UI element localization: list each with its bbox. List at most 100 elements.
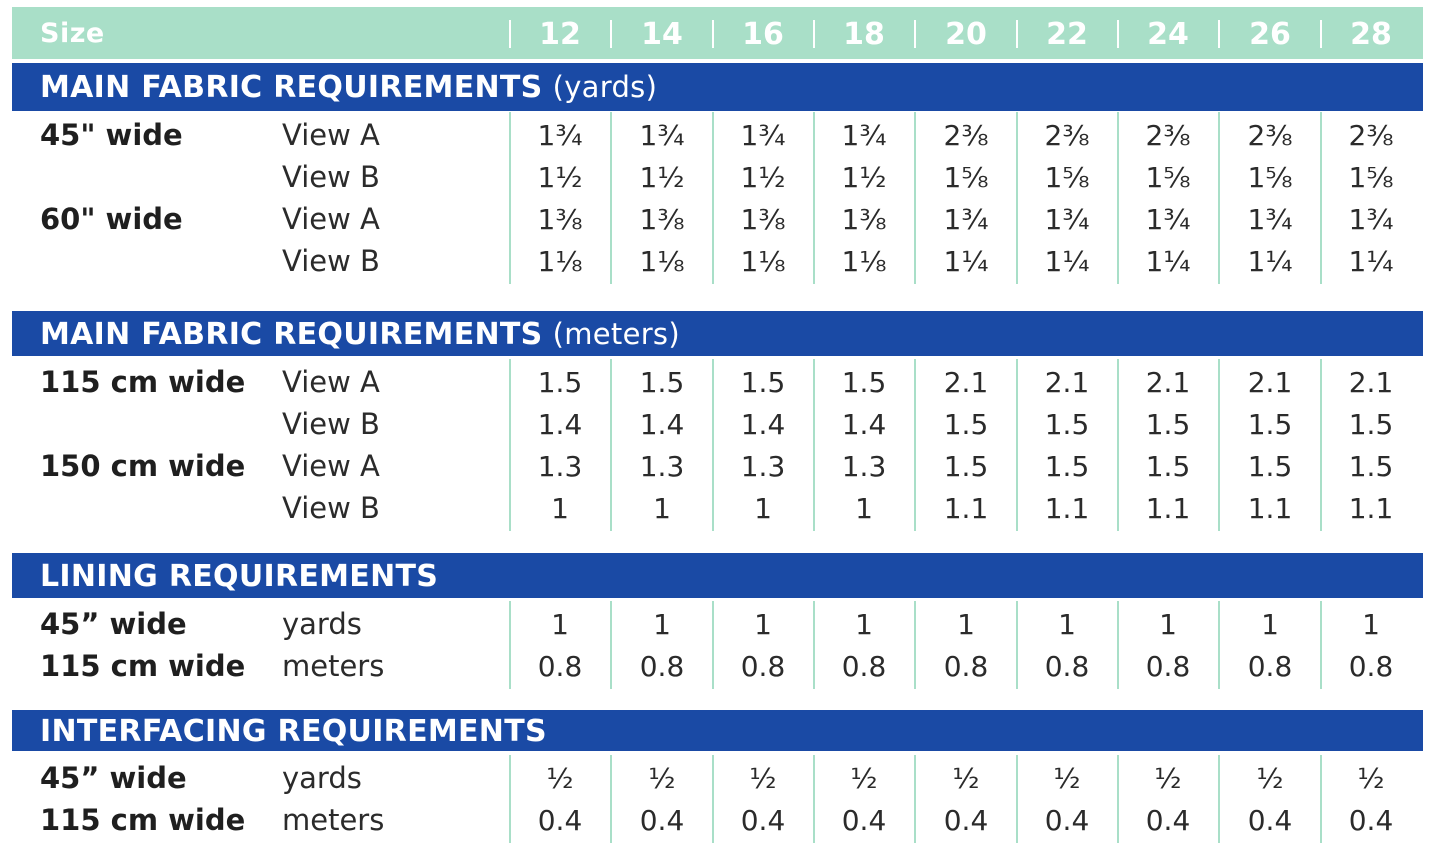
size-separator [914, 20, 916, 48]
size-column-12: 12 [539, 17, 581, 52]
row-view-label: View A [282, 202, 380, 236]
section-title: INTERFACING REQUIREMENTS [40, 714, 547, 749]
value-cell: 1.5 [1044, 450, 1090, 483]
value-cell: 1¾ [740, 119, 786, 152]
value-cell: 1.4 [537, 408, 583, 441]
column-divider [914, 601, 916, 689]
value-cell: 1.3 [841, 450, 887, 483]
value-cell: 1.1 [1145, 492, 1191, 525]
value-cell: 1¾ [1247, 203, 1293, 236]
value-cell: 1 [754, 608, 772, 641]
size-header-bar: Size 12 14 16 18 20 22 24 26 28 [12, 7, 1423, 59]
size-column-18: 18 [843, 17, 885, 52]
value-cell: 2.1 [1348, 366, 1394, 399]
value-cell: 1.5 [1145, 450, 1191, 483]
value-cell: 1½ [537, 161, 583, 194]
value-cell: 1⅝ [1247, 161, 1293, 194]
value-cell: 1.5 [537, 366, 583, 399]
value-cell: 0.4 [1348, 804, 1394, 837]
value-cell: 0.4 [537, 804, 583, 837]
value-cell: ½ [749, 762, 777, 795]
value-cell: ½ [546, 762, 574, 795]
size-column-26: 26 [1249, 17, 1291, 52]
section-header: MAIN FABRIC REQUIREMENTS (yards) [12, 63, 1423, 111]
value-cell: 1 [855, 492, 873, 525]
value-cell: 1¼ [1247, 245, 1293, 278]
value-cell: ½ [648, 762, 676, 795]
row-width-label: 45” wide [40, 761, 187, 795]
column-divider [1117, 359, 1119, 531]
value-cell: 2⅜ [1044, 119, 1090, 152]
value-cell: 0.4 [740, 804, 786, 837]
value-cell: 1.3 [537, 450, 583, 483]
value-cell: 1⅛ [841, 245, 887, 278]
value-cell: 1.3 [740, 450, 786, 483]
column-divider [509, 755, 511, 843]
value-cell: 1⅝ [1145, 161, 1191, 194]
value-cell: 0.4 [841, 804, 887, 837]
value-cell: 1¾ [1044, 203, 1090, 236]
value-cell: ½ [1256, 762, 1284, 795]
value-cell: 1¾ [1348, 203, 1394, 236]
value-cell: 1¾ [639, 119, 685, 152]
value-cell: 1⅛ [740, 245, 786, 278]
row-view-label: View A [282, 365, 380, 399]
column-divider [813, 601, 815, 689]
value-cell: 1.5 [1247, 450, 1293, 483]
value-cell: 1½ [740, 161, 786, 194]
column-divider [914, 755, 916, 843]
column-divider [813, 755, 815, 843]
row-view-label: View B [282, 244, 380, 278]
size-separator [1218, 20, 1220, 48]
value-cell: ½ [952, 762, 980, 795]
value-cell: 0.4 [639, 804, 685, 837]
value-cell: 1½ [639, 161, 685, 194]
row-width-label: 115 cm wide [40, 649, 246, 683]
size-separator [1320, 20, 1322, 48]
value-cell: 1.5 [841, 366, 887, 399]
value-cell: 1½ [841, 161, 887, 194]
row-width-label: 115 cm wide [40, 365, 246, 399]
row-width-label: 45" wide [40, 118, 183, 152]
value-cell: 1 [1159, 608, 1177, 641]
column-divider [1117, 112, 1119, 284]
value-cell: ½ [1357, 762, 1385, 795]
size-column-22: 22 [1046, 17, 1088, 52]
value-cell: 1.4 [841, 408, 887, 441]
section-header: LINING REQUIREMENTS [12, 553, 1423, 598]
column-divider [610, 112, 612, 284]
value-cell: 1 [551, 608, 569, 641]
value-cell: 1¾ [537, 119, 583, 152]
column-divider [509, 112, 511, 284]
value-cell: 1.5 [1348, 450, 1394, 483]
value-cell: 1.5 [639, 366, 685, 399]
size-column-24: 24 [1147, 17, 1189, 52]
value-cell: 0.8 [740, 650, 786, 683]
value-cell: 1⅝ [1044, 161, 1090, 194]
column-divider [1218, 359, 1220, 531]
size-separator [813, 20, 815, 48]
value-cell: 0.8 [639, 650, 685, 683]
value-cell: 1 [653, 608, 671, 641]
value-cell: 1.5 [1348, 408, 1394, 441]
value-cell: 1.5 [1247, 408, 1293, 441]
size-separator [1016, 20, 1018, 48]
value-cell: 2.1 [1247, 366, 1293, 399]
row-view-label: View B [282, 491, 380, 525]
column-divider [1218, 755, 1220, 843]
column-divider [509, 601, 511, 689]
value-cell: 0.8 [1044, 650, 1090, 683]
column-divider [610, 755, 612, 843]
row-view-label: View A [282, 118, 380, 152]
value-cell: 1.1 [1348, 492, 1394, 525]
size-column-28: 28 [1350, 17, 1392, 52]
section-title: MAIN FABRIC REQUIREMENTS (yards) [40, 70, 657, 105]
value-cell: 2⅜ [1348, 119, 1394, 152]
column-divider [813, 359, 815, 531]
value-cell: 2⅜ [1145, 119, 1191, 152]
value-cell: 0.8 [1247, 650, 1293, 683]
value-cell: 1¼ [943, 245, 989, 278]
column-divider [712, 601, 714, 689]
row-view-label: meters [282, 803, 385, 837]
column-divider [1117, 601, 1119, 689]
